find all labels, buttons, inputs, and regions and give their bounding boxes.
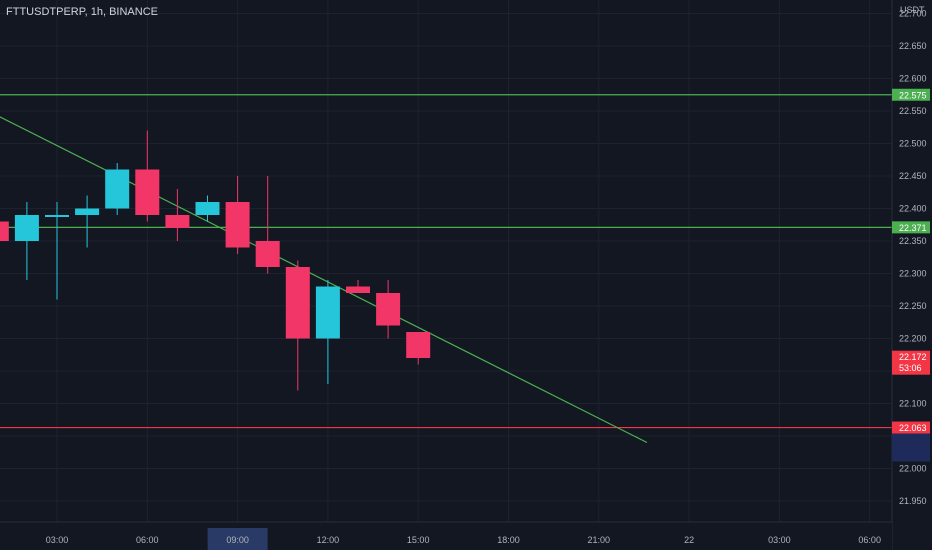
candle-body-up[interactable] bbox=[315, 286, 340, 339]
x-tick-label: 06:00 bbox=[136, 535, 159, 545]
y-tick-label: 22.100 bbox=[899, 399, 927, 409]
level-price-label: 22.063 bbox=[899, 423, 927, 433]
level-price-label: 22.575 bbox=[899, 90, 927, 100]
x-tick-label: 15:00 bbox=[407, 535, 430, 545]
x-tick-label: 12:00 bbox=[317, 535, 340, 545]
price-range-highlight bbox=[892, 433, 930, 462]
y-tick-label: 22.600 bbox=[899, 74, 927, 84]
y-tick-label: 22.550 bbox=[899, 106, 927, 116]
x-tick-label: 18:00 bbox=[497, 535, 520, 545]
y-tick-label: 22.250 bbox=[899, 301, 927, 311]
time-axis-panel bbox=[0, 522, 892, 550]
y-tick-label: 22.500 bbox=[899, 139, 927, 149]
level-price-label-box bbox=[892, 421, 930, 434]
x-tick-label: 21:00 bbox=[588, 535, 611, 545]
currency-label: USDT bbox=[900, 5, 925, 15]
candle-body-down[interactable] bbox=[225, 202, 250, 248]
level-price-label: 22.371 bbox=[899, 223, 927, 233]
x-tick-label: 09:00 bbox=[226, 535, 249, 545]
trend-line[interactable] bbox=[0, 85, 648, 444]
y-tick-label: 22.700 bbox=[899, 9, 927, 19]
candle-body-down[interactable] bbox=[346, 286, 370, 294]
current-price-label: 22.172 bbox=[899, 352, 927, 362]
y-tick-label: 22.000 bbox=[899, 464, 927, 474]
x-tick-label: 06:00 bbox=[858, 535, 881, 545]
x-tick-label: 03:00 bbox=[46, 535, 69, 545]
y-tick-label: 21.950 bbox=[899, 496, 927, 506]
candle-body-up[interactable] bbox=[75, 208, 100, 216]
symbol-title: FTTUSDTPERP, 1h, BINANCE bbox=[6, 6, 158, 18]
current-price-box bbox=[892, 350, 930, 375]
y-tick-label: 22.400 bbox=[899, 204, 927, 214]
candle-body-down[interactable] bbox=[135, 169, 160, 216]
candle-body-down[interactable] bbox=[376, 293, 401, 326]
crosshair-time-highlight bbox=[207, 528, 268, 550]
y-tick-label: 22.450 bbox=[899, 171, 927, 181]
candle-body-up[interactable] bbox=[14, 215, 39, 241]
candle-body-down[interactable] bbox=[406, 332, 431, 358]
y-tick-label: 22.300 bbox=[899, 269, 927, 279]
level-price-label-box bbox=[892, 221, 930, 234]
x-tick-label: 22 bbox=[684, 535, 694, 545]
x-tick-label: 03:00 bbox=[768, 535, 791, 545]
level-price-label-box bbox=[892, 88, 930, 101]
candle-body-up[interactable] bbox=[105, 169, 130, 209]
candle-body-down[interactable] bbox=[285, 267, 310, 339]
candle-body-down[interactable] bbox=[0, 221, 9, 242]
y-tick-label: 22.200 bbox=[899, 334, 927, 344]
candle-body-down[interactable] bbox=[165, 215, 190, 228]
y-tick-label: 22.350 bbox=[899, 236, 927, 246]
candle-body-up[interactable] bbox=[45, 215, 69, 217]
candle-body-down[interactable] bbox=[255, 241, 280, 267]
countdown-label: 53:06 bbox=[899, 363, 922, 373]
y-tick-label: 22.650 bbox=[899, 41, 927, 51]
candle-body-up[interactable] bbox=[195, 202, 220, 215]
